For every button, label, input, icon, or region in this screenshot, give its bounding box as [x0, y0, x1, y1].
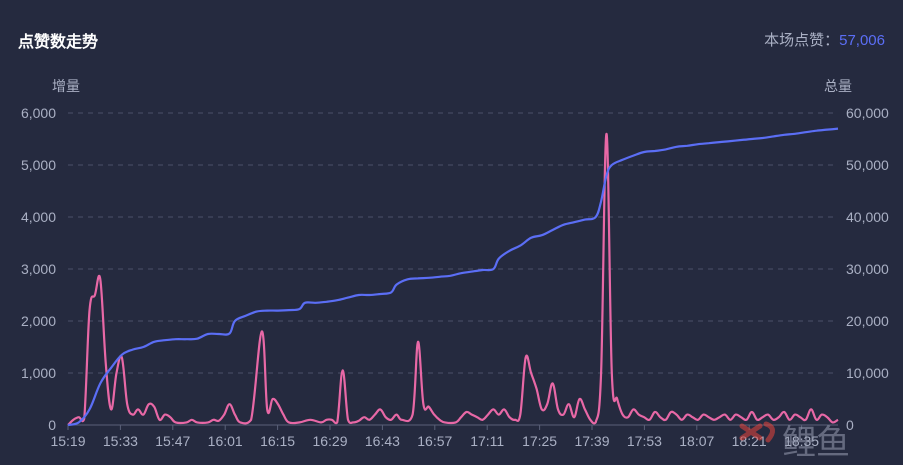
left-y-tick-label: 3,000 [21, 261, 56, 277]
left-y-tick-label: 2,000 [21, 313, 56, 329]
x-tick-label: 17:11 [470, 433, 504, 449]
x-tick-label: 18:07 [679, 433, 714, 449]
total-series-line [67, 127, 839, 427]
left-y-tick-label: 1,000 [21, 365, 56, 381]
total-likes: 本场点赞：57,006 [764, 29, 885, 50]
right-y-tick-label: 20,000 [846, 313, 889, 329]
x-tick-label: 17:39 [574, 433, 609, 449]
x-tick-label: 15:19 [50, 433, 85, 449]
svg-text:鲤鱼: 鲤鱼 [782, 423, 850, 463]
x-tick-label: 16:01 [208, 433, 243, 449]
x-tick-label: 15:47 [155, 433, 190, 449]
left-y-tick-label: 6,000 [21, 105, 56, 121]
right-y-tick-label: 40,000 [846, 209, 889, 225]
x-tick-label: 16:29 [312, 433, 347, 449]
right-y-tick-label: 50,000 [846, 157, 889, 173]
x-tick-label: 18:35 [784, 433, 819, 449]
x-tick-label: 16:57 [417, 433, 452, 449]
x-tick-label: 15:33 [103, 433, 138, 449]
right-y-tick-label: 0 [846, 417, 854, 433]
left-y-tick-label: 5,000 [21, 157, 56, 173]
right-y-tick-label: 30,000 [846, 261, 889, 277]
left-axis-title: 增量 [52, 78, 80, 94]
x-tick-label: 16:43 [365, 433, 400, 449]
watermark-logo: 鲤鱼 [739, 421, 850, 463]
increment-series-line [67, 132, 839, 426]
total-likes-label: 本场点赞： [764, 32, 840, 49]
x-tick-label: 17:53 [627, 433, 662, 449]
total-likes-value: 57,006 [839, 32, 885, 49]
right-axis-title: 总量 [824, 78, 852, 94]
right-y-tick-label: 60,000 [846, 105, 889, 121]
left-y-tick-label: 0 [48, 417, 56, 433]
x-tick-label: 17:25 [522, 433, 557, 449]
right-y-tick-label: 10,000 [846, 365, 889, 381]
left-y-tick-label: 4,000 [21, 209, 56, 225]
chart-title: 点赞数走势 [18, 34, 99, 51]
x-tick-label: 16:15 [260, 433, 295, 449]
